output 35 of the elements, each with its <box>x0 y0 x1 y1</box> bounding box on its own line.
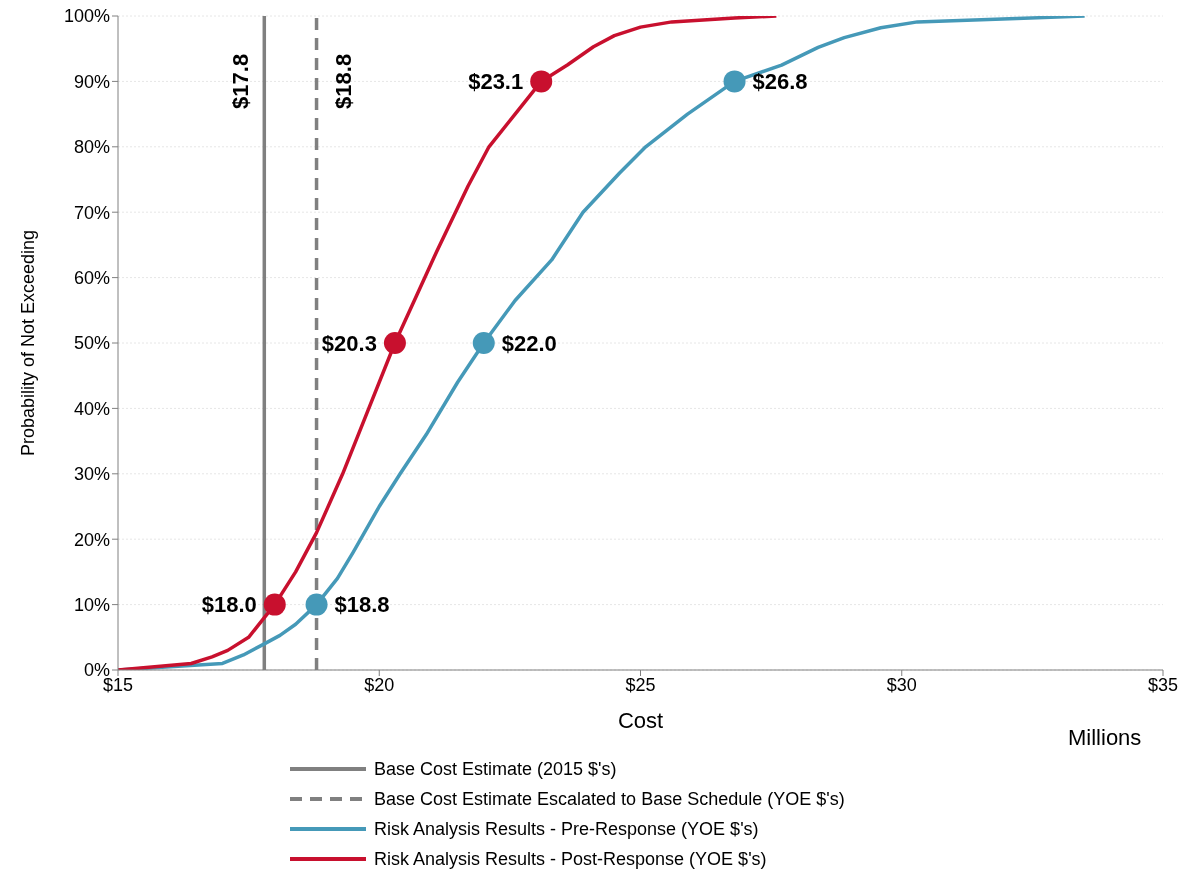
y-tick-label: 30% <box>73 464 110 485</box>
point <box>530 70 553 93</box>
point <box>472 332 495 354</box>
y-tick-label: 40% <box>73 398 110 419</box>
legend-label: Risk Analysis Results - Pre-Response (YOE $'s) <box>374 818 759 840</box>
y-tick-label: 90% <box>73 71 110 92</box>
legend-label: Base Cost Estimate Escalated to Base Schedule (YOE $'s) <box>374 788 845 810</box>
annotation: $18.0 <box>201 592 257 618</box>
point <box>305 593 328 616</box>
y-tick-label: 60% <box>73 267 110 288</box>
legend-label: Base Cost Estimate (2015 $'s) <box>374 758 617 780</box>
y-tick-label: 100% <box>63 6 110 27</box>
point <box>263 593 286 616</box>
annotation: $23.1 <box>468 69 524 95</box>
x-tick-label: $30 <box>886 674 917 695</box>
annotation: $18.8 <box>334 592 390 618</box>
annotation: $22.0 <box>501 330 557 356</box>
annotation: $26.8 <box>752 69 808 95</box>
annotation: $18.8 <box>330 53 356 109</box>
y-tick-label: 50% <box>73 333 110 354</box>
y-tick-label: 70% <box>73 202 110 223</box>
y-tick-label: 80% <box>73 137 110 158</box>
x-axis-title: Cost <box>617 708 664 733</box>
text: Millions <box>1068 725 1142 751</box>
y-tick-label: 20% <box>73 529 110 550</box>
annotation: $20.3 <box>321 330 377 356</box>
annotation: $17.8 <box>228 53 254 109</box>
x-tick-label: $35 <box>1147 674 1179 695</box>
x-tick-label: $20 <box>364 674 395 695</box>
legend-label: Risk Analysis Results - Post-Response (YOE $'s) <box>374 848 767 870</box>
y-axis-title: Probability of Not Exceeding <box>18 229 39 457</box>
point <box>383 332 406 354</box>
y-tick-label: 10% <box>73 594 110 615</box>
x-tick-label: $25 <box>625 674 656 695</box>
point <box>723 70 746 93</box>
